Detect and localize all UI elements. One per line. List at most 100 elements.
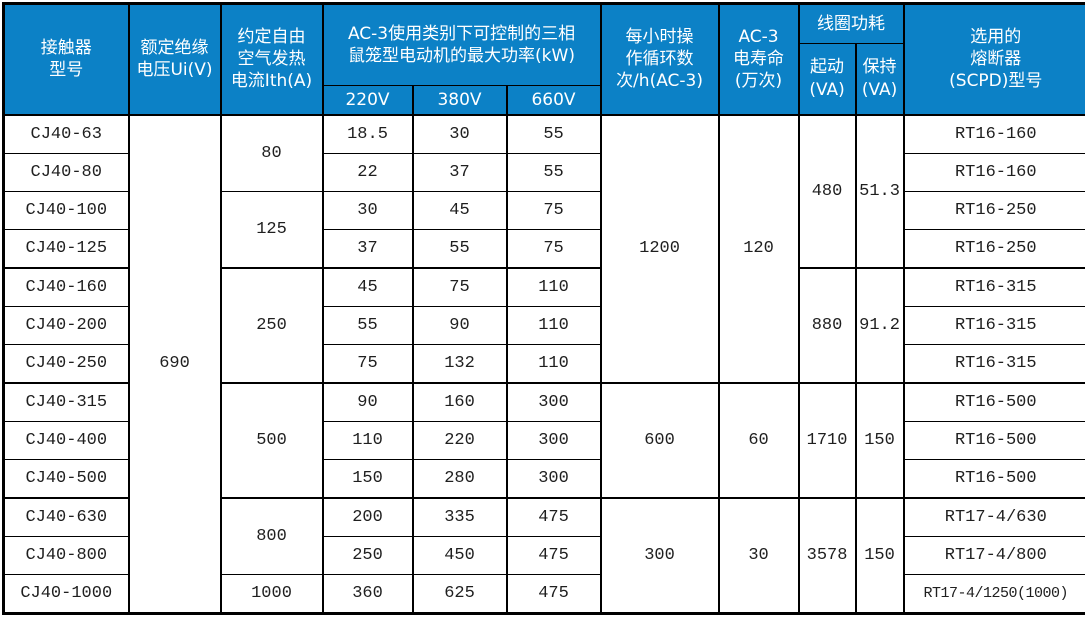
header-660v: 660V bbox=[505, 85, 602, 115]
cell-cycles: 1200 bbox=[599, 113, 720, 383]
cell-p660: 110 bbox=[505, 266, 602, 307]
cell-model: CJ40-100 bbox=[2, 190, 130, 230]
cell-p380: 90 bbox=[411, 305, 508, 345]
header-thermal-current: 约定自由 空气发热 电流Ith(A) bbox=[219, 3, 324, 115]
cell-p660: 110 bbox=[505, 343, 602, 383]
cell-p380: 37 bbox=[411, 152, 508, 192]
header-ac3-max-power: AC-3使用类别下可控制的三相 鼠笼型电动机的最大功率(kW) bbox=[321, 3, 602, 86]
cell-p220: 250 bbox=[321, 535, 414, 575]
table-row: CJ40-315 500 90 160 300 600 60 1710 150 … bbox=[2, 381, 1085, 498]
header-contactor-model: 接触器 型号 bbox=[2, 3, 130, 115]
table-header: 接触器 型号 额定绝缘 电压Ui(V) 约定自由 空气发热 电流Ith(A) A… bbox=[2, 3, 1085, 115]
cell-model: CJ40-80 bbox=[2, 152, 130, 192]
cell-ith: 80 bbox=[219, 113, 324, 192]
cell-holding: 150 bbox=[854, 496, 905, 614]
cell-p220: 200 bbox=[321, 496, 414, 537]
table-row: CJ40-200 55 90 110 RT16-315 bbox=[2, 305, 1085, 345]
cell-p660: 75 bbox=[505, 228, 602, 268]
cell-p660: 55 bbox=[505, 113, 602, 154]
cell-p380: 625 bbox=[411, 573, 508, 614]
cell-p220: 360 bbox=[321, 573, 414, 614]
cell-p660: 300 bbox=[505, 458, 602, 498]
cell-holding: 51.3 bbox=[854, 113, 905, 268]
cell-p220: 22 bbox=[321, 152, 414, 192]
cell-p220: 18.5 bbox=[321, 113, 414, 154]
table-row: CJ40-63 690 80 18.5 30 55 1200 120 480 5… bbox=[2, 113, 1085, 614]
cell-p380: 45 bbox=[411, 190, 508, 230]
header-220v: 220V bbox=[321, 85, 414, 115]
cell-fuse: RT16-500 bbox=[902, 458, 1085, 498]
header-coil-holding: 保持 (VA) bbox=[854, 43, 905, 115]
header-coil-power: 线圈功耗 bbox=[797, 3, 905, 44]
cell-fuse: RT16-250 bbox=[902, 190, 1085, 230]
cell-model: CJ40-500 bbox=[2, 458, 130, 498]
cell-fuse: RT17-4/630 bbox=[902, 496, 1085, 537]
cell-fuse: RT16-500 bbox=[902, 420, 1085, 460]
cell-holding: 150 bbox=[854, 381, 905, 498]
cell-life: 120 bbox=[717, 113, 800, 383]
cell-fuse: RT16-160 bbox=[902, 113, 1085, 154]
cell-p380: 280 bbox=[411, 458, 508, 498]
cell-fuse: RT17-4/1250(1000) bbox=[902, 573, 1085, 614]
cell-cycles: 300 bbox=[599, 496, 720, 614]
cell-p220: 150 bbox=[321, 458, 414, 498]
cell-p380: 220 bbox=[411, 420, 508, 460]
cell-p660: 55 bbox=[505, 152, 602, 192]
cell-model: CJ40-125 bbox=[2, 228, 130, 268]
cell-p660: 475 bbox=[505, 496, 602, 537]
cell-model: CJ40-800 bbox=[2, 535, 130, 575]
cell-fuse: RT16-315 bbox=[902, 266, 1085, 307]
cell-p660: 475 bbox=[505, 535, 602, 575]
contactor-spec-table: 接触器 型号 额定绝缘 电压Ui(V) 约定自由 空气发热 电流Ith(A) A… bbox=[2, 2, 1085, 615]
cell-fuse: RT17-4/800 bbox=[902, 535, 1085, 575]
table-row: CJ40-800 250 450 475 RT17-4/800 bbox=[2, 535, 1085, 575]
cell-p220: 45 bbox=[321, 266, 414, 307]
cell-p220: 55 bbox=[321, 305, 414, 345]
cell-p660: 300 bbox=[505, 420, 602, 460]
cell-pickup: 480 bbox=[797, 113, 857, 268]
cell-p660: 475 bbox=[505, 573, 602, 614]
cell-p380: 450 bbox=[411, 535, 508, 575]
cell-fuse: RT16-315 bbox=[902, 343, 1085, 383]
table-row: CJ40-400 110 220 300 RT16-500 bbox=[2, 420, 1085, 460]
cell-pickup: 3578 bbox=[797, 496, 857, 614]
cell-p380: 30 bbox=[411, 113, 508, 154]
cell-life: 30 bbox=[717, 496, 800, 614]
table-row: CJ40-630 800 200 335 475 300 30 3578 150… bbox=[2, 496, 1085, 614]
cell-p380: 335 bbox=[411, 496, 508, 537]
cell-p220: 90 bbox=[321, 381, 414, 422]
table-row: CJ40-160 250 45 75 110 880 91.2 RT16-315 bbox=[2, 266, 1085, 383]
header-coil-pickup: 起动 (VA) bbox=[797, 43, 857, 115]
table-row: CJ40-500 150 280 300 RT16-500 bbox=[2, 458, 1085, 498]
cell-p660: 75 bbox=[505, 190, 602, 230]
cell-fuse: RT16-160 bbox=[902, 152, 1085, 192]
table-body: CJ40-63 690 80 18.5 30 55 1200 120 480 5… bbox=[2, 113, 1085, 614]
cell-p380: 55 bbox=[411, 228, 508, 268]
cell-pickup: 880 bbox=[797, 266, 857, 383]
cell-p220: 110 bbox=[321, 420, 414, 460]
header-electrical-life: AC-3 电寿命 (万次) bbox=[717, 3, 800, 115]
header-operating-cycles: 每小时操 作循环数 次/h(AC-3) bbox=[599, 3, 720, 115]
cell-fuse: RT16-250 bbox=[902, 228, 1085, 268]
table-row: CJ40-80 22 37 55 RT16-160 bbox=[2, 152, 1085, 192]
cell-ith: 800 bbox=[219, 496, 324, 575]
cell-model: CJ40-250 bbox=[2, 343, 130, 383]
cell-model: CJ40-200 bbox=[2, 305, 130, 345]
cell-ui-voltage: 690 bbox=[127, 113, 222, 614]
cell-p380: 75 bbox=[411, 266, 508, 307]
cell-p380: 160 bbox=[411, 381, 508, 422]
table-row: CJ40-250 75 132 110 RT16-315 bbox=[2, 343, 1085, 383]
cell-fuse: RT16-315 bbox=[902, 305, 1085, 345]
cell-p660: 110 bbox=[505, 305, 602, 345]
cell-pickup: 1710 bbox=[797, 381, 857, 498]
header-rated-insulation-voltage: 额定绝缘 电压Ui(V) bbox=[127, 3, 222, 115]
cell-model: CJ40-1000 bbox=[2, 573, 130, 614]
cell-holding: 91.2 bbox=[854, 266, 905, 383]
table-row: CJ40-100 125 30 45 75 RT16-250 bbox=[2, 190, 1085, 268]
cell-p380: 132 bbox=[411, 343, 508, 383]
cell-model: CJ40-63 bbox=[2, 113, 130, 154]
cell-model: CJ40-160 bbox=[2, 266, 130, 307]
cell-p220: 30 bbox=[321, 190, 414, 230]
cell-ith: 125 bbox=[219, 190, 324, 268]
